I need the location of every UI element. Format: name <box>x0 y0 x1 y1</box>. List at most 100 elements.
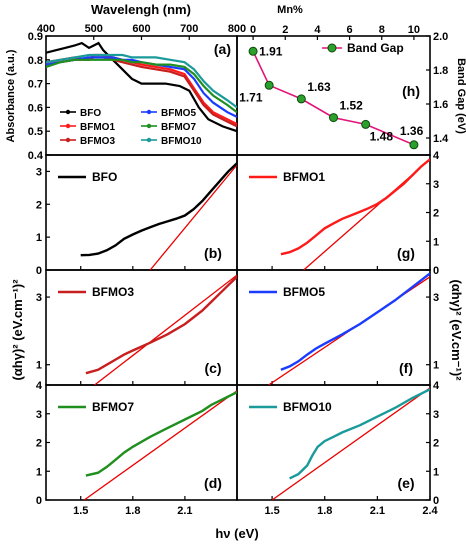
wavelength-tick-label: 500 <box>85 23 103 35</box>
absorbance-tick-label: 0.8 <box>28 55 43 67</box>
photon-energy-axis-title: hν (eV) <box>215 526 258 541</box>
tauc-y-tick-label: 3 <box>36 409 42 421</box>
panel-b-series <box>80 162 237 270</box>
absorbance-line-bfo <box>46 41 237 133</box>
panel-label-c: (c) <box>204 360 221 376</box>
tauc-y-tick-label: 0 <box>433 265 439 277</box>
legend-label-bfmo10: BFMO10 <box>283 400 332 414</box>
band-gap-tick-label: 1.8 <box>433 65 448 77</box>
legend-label-bfmo3: BFMO3 <box>80 136 115 147</box>
legend-label-bfmo7: BFMO7 <box>92 400 134 414</box>
band-gap-point <box>248 46 258 56</box>
tauc-y-tick-label: 3 <box>36 292 42 304</box>
tauc-y-tick-label: 1 <box>433 236 439 248</box>
tauc-y-tick-label: 4 <box>433 380 440 392</box>
absorbance-line-bfmo10 <box>46 53 237 109</box>
tauc-y-tick-label: 2 <box>36 438 42 450</box>
band-gap-point <box>329 113 338 123</box>
mn-tick-label: 0 <box>250 24 256 36</box>
tauc-fit-line <box>149 164 237 270</box>
photon-energy-tick-label: 2.4 <box>422 505 438 517</box>
panel-label-d: (d) <box>204 475 222 491</box>
tauc-fit-line <box>83 390 237 500</box>
legend-label-bfo: BFO <box>80 108 101 119</box>
band-gap-point <box>264 80 274 90</box>
band-gap-line <box>252 50 415 146</box>
tauc-curve-bfmo10 <box>289 388 430 480</box>
tauc-y-tick-label: 3 <box>433 409 439 421</box>
legend-marker-bfo <box>65 109 71 115</box>
absorbance-line-bfmo5 <box>46 56 237 118</box>
panel-label-h: (h) <box>402 83 420 99</box>
band-gap-point <box>409 140 419 150</box>
photon-energy-tick-label: 1.8 <box>317 505 332 517</box>
wavelength-tick-label: 800 <box>228 23 246 35</box>
tauc-y-tick-label: 3 <box>433 179 439 191</box>
tauc-right-axis-title: (αhγ)² (eV.cm⁻¹)² <box>449 279 464 381</box>
panel-f-series <box>268 272 430 385</box>
band-gap-value-label: 1.71 <box>239 90 263 104</box>
legend-marker-band-gap <box>327 43 337 53</box>
tauc-y-tick-label: 3 <box>36 166 42 178</box>
tauc-curve-bfmo7 <box>85 391 237 477</box>
mn-tick-label: 2 <box>282 24 288 36</box>
tauc-y-tick-label: 4 <box>433 150 440 162</box>
tauc-curve-bfmo1 <box>280 158 430 256</box>
tauc-curve-bfmo5 <box>280 272 430 371</box>
absorbance-tick-label: 0.9 <box>28 31 43 43</box>
legend-label-bfo: BFO <box>92 170 117 184</box>
tauc-fit-line <box>271 387 430 500</box>
legend-label-bfmo7: BFMO7 <box>161 122 196 133</box>
panel-a-series <box>46 41 237 133</box>
tauc-y-tick-label: 0 <box>36 265 42 277</box>
legend-label-bfmo5: BFMO5 <box>283 285 325 299</box>
photon-energy-tick-label: 2.1 <box>177 505 192 517</box>
tauc-y-tick-label: 2 <box>36 199 42 211</box>
band-gap-tick-label: 1.6 <box>433 99 448 111</box>
band-gap-axis-title: Band Gap (eV) <box>455 58 466 134</box>
legend-marker-bfmo5 <box>146 109 152 115</box>
photon-energy-tick-label: 1.5 <box>264 505 279 517</box>
panel-label-f: (f) <box>399 360 413 376</box>
legend-marker-bfmo10 <box>146 137 152 143</box>
photon-energy-tick-label: 1.5 <box>73 505 88 517</box>
tauc-y-tick-label: 3 <box>433 292 439 304</box>
tauc-y-tick-label: 1 <box>36 232 42 244</box>
absorbance-tick-label: 0.6 <box>28 102 43 114</box>
tauc-y-tick-label: 1 <box>433 466 439 478</box>
wavelength-tick-label: 700 <box>180 23 198 35</box>
tauc-y-tick-label: 1 <box>36 466 42 478</box>
mn-tick-label: 6 <box>347 24 353 36</box>
photon-energy-tick-label: 1.8 <box>125 505 140 517</box>
legend-label-band-gap: Band Gap <box>347 41 404 55</box>
absorbance-axis-title: Absorbance (a.u.) <box>5 49 17 142</box>
tauc-curve-bfmo3 <box>85 275 237 375</box>
band-gap-value-label: 1.36 <box>400 124 424 138</box>
panel-e-series <box>271 387 430 500</box>
tauc-y-tick-label: 1 <box>36 360 42 372</box>
panel-label-a: (a) <box>214 41 231 57</box>
panel-d-series <box>83 390 237 500</box>
tauc-y-tick-label: 1 <box>433 360 439 372</box>
band-gap-value-label: 1.91 <box>259 44 283 58</box>
absorbance-tick-label: 0.7 <box>28 79 43 91</box>
tauc-y-tick-label: 0 <box>36 495 42 507</box>
wavelength-axis-title: Wavelengh (nm) <box>91 2 191 17</box>
band-gap-tick-label: 2.0 <box>433 31 448 43</box>
legend-label-bfmo10: BFMO10 <box>161 136 202 147</box>
legend-label-bfmo1: BFMO1 <box>80 122 115 133</box>
wavelength-tick-label: 400 <box>37 23 55 35</box>
tauc-y-tick-label: 0 <box>433 495 439 507</box>
mn-tick-label: 8 <box>379 24 385 36</box>
band-gap-value-label: 1.48 <box>370 129 394 143</box>
band-gap-tick-label: 1.4 <box>433 133 449 145</box>
tauc-curve-bfo <box>80 162 237 257</box>
tauc-y-tick-label: 4 <box>36 380 43 392</box>
wavelength-tick-label: 600 <box>132 23 150 35</box>
mn-tick-label: 4 <box>314 24 321 36</box>
legend-label-bfmo3: BFMO3 <box>92 285 134 299</box>
mn-axis-title: Mn% <box>277 4 303 16</box>
absorbance-tick-label: 0.4 <box>28 150 44 162</box>
legend-label-bfmo5: BFMO5 <box>161 108 196 119</box>
